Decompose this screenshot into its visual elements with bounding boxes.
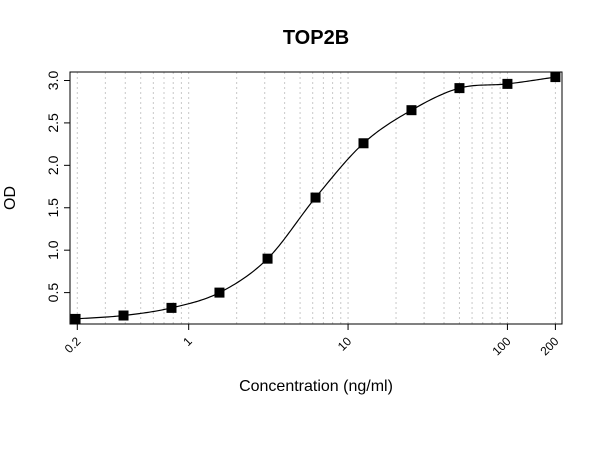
x-tick-label: 1 — [180, 334, 195, 349]
data-point — [118, 310, 129, 321]
y-tick-label: 1.5 — [45, 198, 61, 218]
data-points — [70, 72, 561, 324]
data-point — [214, 287, 225, 298]
plot-frame — [69, 71, 563, 325]
data-point — [502, 78, 513, 89]
data-point — [358, 138, 369, 149]
x-axis-label: Concentration (ng/ml) — [239, 378, 393, 395]
chart-title: TOP2B — [283, 27, 349, 49]
data-point — [406, 105, 417, 116]
data-point — [550, 72, 561, 83]
y-tick-label: 0.5 — [45, 283, 61, 303]
x-tick-label: 10 — [335, 334, 355, 354]
y-tick-label: 3.0 — [45, 71, 61, 91]
data-point — [310, 192, 321, 203]
y-tick-label: 1.0 — [45, 240, 61, 260]
y-tick-label: 2.5 — [45, 113, 61, 133]
x-tick-label: 200 — [537, 334, 561, 358]
data-point — [454, 83, 465, 94]
data-point — [70, 313, 81, 324]
y-axis: 0.5 1.0 1.5 2.0 2.5 3.0 — [45, 71, 70, 303]
y-axis-label: OD — [2, 186, 19, 210]
data-point — [166, 302, 177, 313]
data-point — [262, 253, 273, 264]
x-axis: 0.2 1 10 100 200 — [62, 324, 562, 358]
x-tick-label: 100 — [489, 334, 513, 358]
y-tick-label: 2.0 — [45, 155, 61, 175]
x-tick-label: 0.2 — [62, 334, 84, 356]
